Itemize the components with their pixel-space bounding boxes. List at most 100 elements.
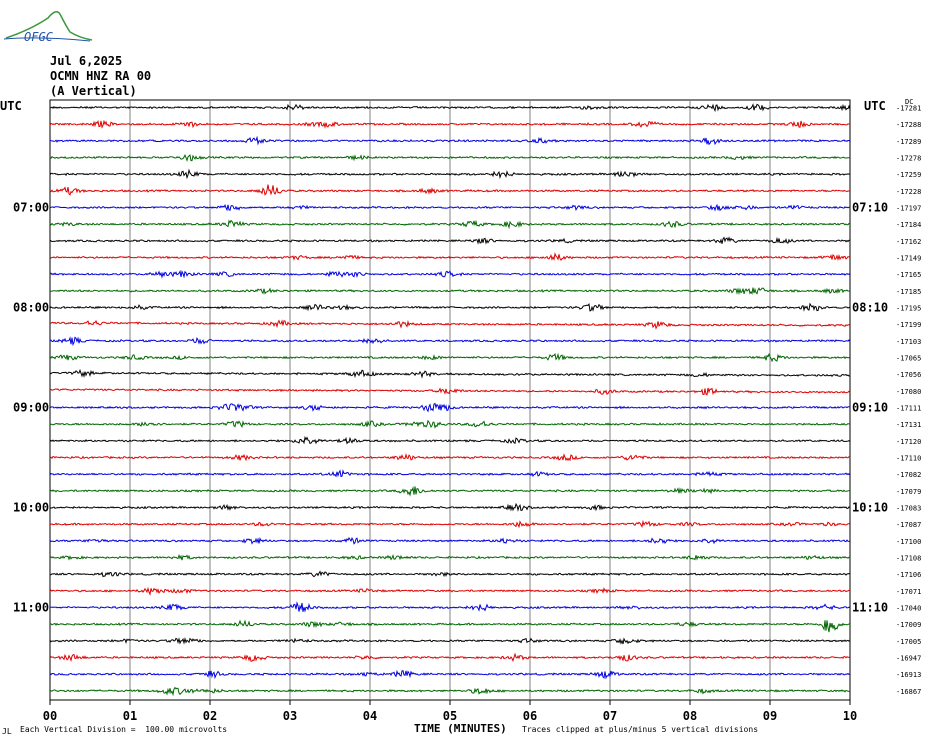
x-tick-label: 00 <box>43 709 57 723</box>
dc-offset-label: -17040 <box>896 605 921 613</box>
trace-row <box>49 570 851 578</box>
trace-row <box>49 103 851 113</box>
left-time-label: 08:00 <box>13 301 49 315</box>
trace-row <box>49 652 851 663</box>
trace-row <box>49 168 851 180</box>
header-station: OCMN HNZ RA 00 <box>50 69 152 83</box>
dc-offset-label: -17184 <box>896 221 921 229</box>
trace-row <box>49 419 851 429</box>
left-time-label: 10:00 <box>13 501 49 515</box>
trace-row <box>49 203 851 212</box>
x-tick-label: 05 <box>443 709 457 723</box>
right-time-label: 07:10 <box>852 201 888 215</box>
trace-row <box>49 154 851 163</box>
dc-offset-label: -17289 <box>896 138 921 146</box>
logo-text: OFGC <box>24 30 54 44</box>
dc-offset-label: -17199 <box>896 321 921 329</box>
left-time-label: 07:00 <box>13 201 49 215</box>
trace-row <box>49 119 851 129</box>
right-time-label: 10:10 <box>852 501 888 515</box>
trace-row <box>50 287 851 296</box>
dc-offset-label: -16947 <box>896 655 921 663</box>
x-tick-label: 03 <box>283 709 297 723</box>
x-tick-label: 02 <box>203 709 217 723</box>
dc-offset-label: -16867 <box>896 688 921 696</box>
x-tick-label: 04 <box>363 709 377 723</box>
dc-offset-label: -17162 <box>896 238 921 246</box>
dc-offset-label: -17100 <box>896 538 921 546</box>
dc-offset-label: -17165 <box>896 271 921 279</box>
x-tick-label: 10 <box>843 709 857 723</box>
dc-offset-label: -17120 <box>896 438 921 446</box>
dc-offset-label: -17278 <box>896 155 921 163</box>
trace-row <box>49 619 851 633</box>
dc-offset-label: -17111 <box>896 405 921 413</box>
trace-row <box>49 669 851 680</box>
trace-row <box>49 135 851 146</box>
trace-row <box>49 252 851 262</box>
x-tick-label: 09 <box>763 709 777 723</box>
trace-row <box>49 435 851 445</box>
trace-row <box>49 352 851 363</box>
trace-row <box>49 453 851 462</box>
dc-offset-label: -17149 <box>896 255 921 263</box>
trace-row <box>49 302 851 312</box>
dc-offset-label: -17087 <box>896 521 921 529</box>
trace-row <box>49 601 851 613</box>
trace-row <box>49 553 851 561</box>
dc-offset-label: -17259 <box>896 171 921 179</box>
dc-offset-label: -17056 <box>896 371 921 379</box>
logo: OFGC <box>3 11 93 44</box>
trace-row <box>49 519 851 529</box>
trace-row <box>49 485 851 497</box>
trace-row <box>49 537 851 545</box>
trace-row <box>49 637 851 645</box>
left-time-label: 11:00 <box>13 601 49 615</box>
dc-offset-label: -17083 <box>896 505 921 513</box>
dc-offset-label: -17195 <box>896 305 921 313</box>
x-tick-label: 08 <box>683 709 697 723</box>
x-tick-label: 01 <box>123 709 137 723</box>
x-tick-label: 07 <box>603 709 617 723</box>
dc-offset-label: -17005 <box>896 638 921 646</box>
dc-offset-label: -17079 <box>896 488 921 496</box>
clip-note: Traces clipped at plus/minus 5 vertical … <box>522 725 759 734</box>
trace-row <box>49 502 851 512</box>
trace-row <box>49 586 851 596</box>
trace-row <box>49 184 851 196</box>
left-time-label: 09:00 <box>13 401 49 415</box>
right-time-label: 08:10 <box>852 301 888 315</box>
trace-row <box>49 469 851 478</box>
dc-offset-label: -17185 <box>896 288 921 296</box>
dc-offset-label: -17228 <box>896 188 921 196</box>
right-time-label: 09:10 <box>852 401 888 415</box>
x-axis-title: TIME (MINUTES) <box>414 722 507 735</box>
trace-row <box>49 219 851 230</box>
dc-offset-label: -17108 <box>896 555 921 563</box>
dc-offset-label: -16913 <box>896 671 921 679</box>
labels: 00 01 02 03 04 05 06 07 08 09 10 -17281 -17288 -17289… <box>13 105 921 724</box>
dc-offset-label: -17131 <box>896 421 921 429</box>
right-top-utc: UTC <box>864 99 886 113</box>
traces <box>49 103 851 697</box>
trace-row <box>49 387 851 396</box>
dc-offset-label: -17065 <box>896 355 921 363</box>
dc-offset-label: -17281 <box>896 105 921 113</box>
trace-row <box>49 686 851 697</box>
dc-offset-label: -17080 <box>896 388 921 396</box>
header-component: (A Vertical) <box>50 84 137 98</box>
header-date: Jul 6,2025 <box>50 54 123 68</box>
trace-row <box>49 368 851 379</box>
dc-offset-label: -17103 <box>896 338 921 346</box>
trace-row <box>49 269 851 279</box>
trace-row <box>49 319 851 330</box>
dc-offset-label: -17110 <box>896 455 921 463</box>
right-dc-unit: DC <box>905 98 913 106</box>
trace-row <box>49 236 851 245</box>
dc-offset-label: -17009 <box>896 621 921 629</box>
right-time-label: 11:10 <box>852 601 888 615</box>
dc-offset-label: -17197 <box>896 205 921 213</box>
trace-row <box>49 336 851 347</box>
dc-offset-label: -17288 <box>896 121 921 129</box>
